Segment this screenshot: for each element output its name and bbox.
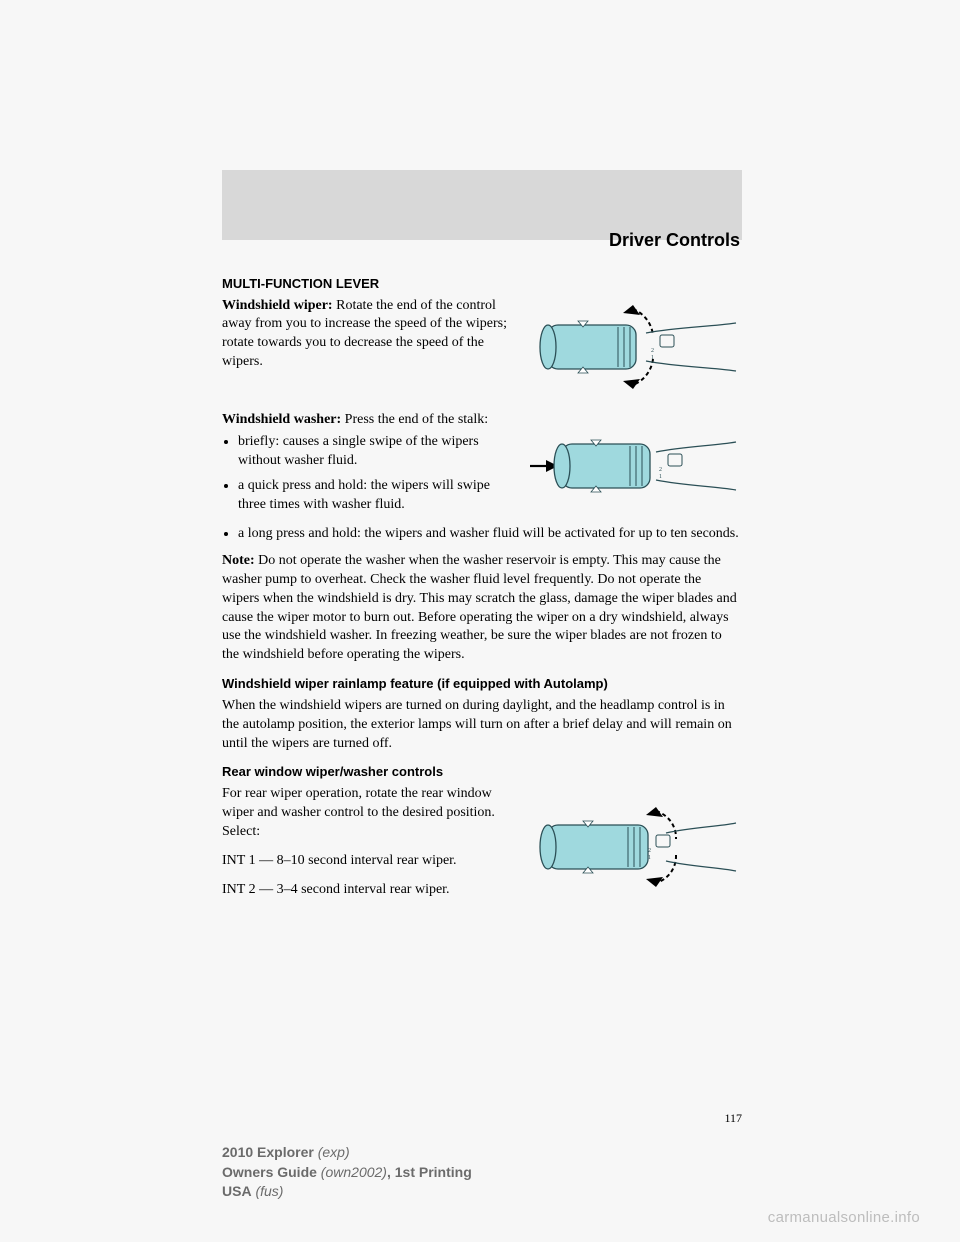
footer-model: 2010 Explorer [222, 1144, 314, 1160]
washer-figure: 2 1 [524, 411, 742, 521]
rear-text2: INT 1 — 8–10 second interval rear wiper. [222, 852, 512, 871]
heading-multi-function: MULTI-FUNCTION LEVER [222, 275, 742, 293]
footer-printing: , 1st Printing [387, 1164, 472, 1180]
svg-text:2: 2 [648, 848, 651, 854]
wiper-row: Windshield wiper: Rotate the end of the … [222, 297, 742, 397]
page-content: MULTI-FUNCTION LEVER Windshield wiper: R… [222, 275, 742, 923]
rear-heading: Rear window wiper/washer controls [222, 763, 742, 781]
watermark: carmanualsonline.info [768, 1209, 920, 1226]
washer-label: Windshield washer: [222, 412, 341, 427]
washer-bullet-2: a quick press and hold: the wipers will … [238, 477, 512, 515]
svg-text:1: 1 [648, 855, 651, 861]
wiper-label: Windshield wiper: [222, 298, 333, 313]
rainlamp-heading: Windshield wiper rainlamp feature (if eq… [222, 675, 742, 693]
svg-text:2: 2 [651, 348, 654, 354]
rear-figure: 2 1 [524, 785, 742, 909]
note-body: Do not operate the washer when the washe… [222, 553, 737, 662]
footer-model-code: (exp) [314, 1144, 350, 1160]
wiper-text: Windshield wiper: Rotate the end of the … [222, 297, 512, 397]
rear-row: For rear wiper operation, rotate the rea… [222, 785, 742, 909]
washer-body: Press the end of the stalk: [341, 412, 488, 427]
footer-region-code: (fus) [252, 1183, 284, 1199]
washer-bullet-1: briefly: causes a single swipe of the wi… [238, 433, 512, 471]
rainlamp-text: When the windshield wipers are turned on… [222, 697, 742, 754]
wiper-lever-icon: 2 1 [528, 297, 738, 397]
footer-region: USA [222, 1183, 252, 1199]
rear-lever-icon: 2 1 [528, 797, 738, 897]
washer-lever-icon: 2 1 [528, 416, 738, 516]
note-para: Note: Do not operate the washer when the… [222, 552, 742, 665]
washer-bullet-3: a long press and hold: the wipers and wa… [238, 525, 742, 544]
footer-guide: Owners Guide [222, 1164, 317, 1180]
washer-bullets: briefly: causes a single swipe of the wi… [222, 433, 512, 515]
note-label: Note: [222, 553, 255, 568]
svg-text:2: 2 [659, 467, 662, 473]
rear-text3: INT 2 — 3–4 second interval rear wiper. [222, 881, 512, 900]
footer: 2010 Explorer (exp) Owners Guide (own200… [222, 1143, 472, 1202]
svg-text:1: 1 [659, 474, 662, 480]
washer-text: Windshield washer: Press the end of the … [222, 411, 512, 521]
washer-bullets-cont: a long press and hold: the wipers and wa… [222, 525, 742, 544]
footer-guide-code: (own2002) [317, 1164, 387, 1180]
wiper-figure: 2 1 [524, 297, 742, 397]
washer-row: Windshield washer: Press the end of the … [222, 411, 742, 521]
svg-text:1: 1 [651, 355, 654, 361]
page-number: 117 [724, 1110, 742, 1126]
rear-text: For rear wiper operation, rotate the rea… [222, 785, 512, 909]
section-title: Driver Controls [609, 230, 740, 251]
rear-text1: For rear wiper operation, rotate the rea… [222, 785, 512, 842]
